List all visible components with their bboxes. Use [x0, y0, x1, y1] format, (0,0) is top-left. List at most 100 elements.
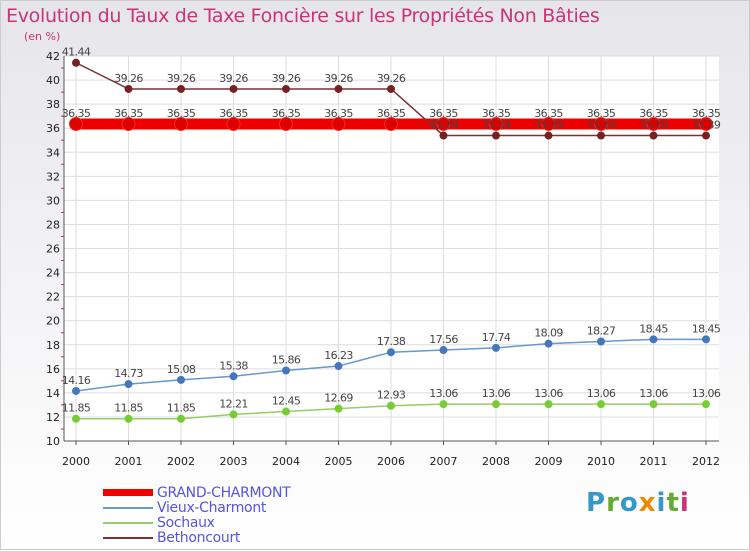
data-label-vieux-charmont: 18.09: [534, 327, 563, 340]
data-label-grand-charmont: 36.35: [587, 107, 616, 120]
series-bethoncourt: [72, 58, 710, 140]
data-label-grand-charmont: 36.35: [692, 107, 721, 120]
brand-letter: r: [606, 488, 620, 518]
data-point-sochaux: [649, 400, 658, 409]
x-tick-label: 2004: [272, 455, 300, 468]
data-label-grand-charmont: 36.35: [114, 107, 143, 120]
data-label-vieux-charmont: 18.45: [692, 322, 721, 335]
y-tick-label: 20: [46, 315, 60, 328]
y-tick-label: 22: [46, 291, 60, 304]
data-label-vieux-charmont: 16.23: [324, 349, 353, 362]
data-label-sochaux: 11.85: [62, 402, 91, 415]
data-point-bethoncourt: [124, 84, 133, 93]
data-label-sochaux: 13.06: [587, 387, 616, 400]
data-label-bethoncourt: 35.39: [587, 119, 616, 132]
data-label-vieux-charmont: 17.56: [429, 333, 458, 346]
data-point-grand-charmont: [594, 116, 608, 131]
y-tick-label: 34: [46, 146, 60, 159]
data-label-grand-charmont: 36.35: [639, 107, 668, 120]
axes: 10 12 14 16 18 20 22 24 26 28 30 32 34 36 38 40 42 2000 20…: [46, 50, 720, 468]
legend-label: Bethoncourt: [157, 530, 241, 546]
data-point-sochaux: [124, 414, 133, 423]
data-label-vieux-charmont: 14.16: [62, 374, 91, 387]
x-tick-label: 2008: [482, 455, 510, 468]
data-point-vieux-charmont: [124, 380, 133, 389]
y-tick-label: 14: [46, 387, 60, 400]
data-point-grand-charmont: [541, 116, 556, 131]
y-tick-label: 10: [46, 435, 60, 448]
data-label-bethoncourt: 35.39: [639, 119, 668, 132]
data-point-vieux-charmont: [387, 348, 395, 357]
data-label-sochaux: 11.85: [114, 402, 143, 415]
y-tick-label: 26: [46, 243, 60, 256]
data-point-grand-charmont: [174, 116, 188, 131]
data-label-sochaux: 12.21: [219, 397, 248, 410]
y-tick-label: 12: [46, 411, 60, 424]
data-point-bethoncourt: [387, 84, 395, 93]
data-label-grand-charmont: 36.35: [534, 107, 563, 120]
data-label-bethoncourt: 39.26: [272, 72, 301, 85]
data-labels-layer: 36.35 36.35 36.35 36.35 36.35 36.35 36.35 36.35…: [62, 46, 722, 415]
data-point-sochaux: [544, 400, 553, 409]
x-tick-label: 2002: [167, 455, 195, 468]
data-label-bethoncourt: 35.39: [482, 119, 511, 132]
x-tick-label: 2011: [640, 455, 668, 468]
data-point-bethoncourt: [439, 131, 448, 140]
data-point-grand-charmont: [226, 116, 241, 131]
data-label-bethoncourt: 39.26: [377, 72, 406, 85]
data-label-grand-charmont: 36.35: [429, 107, 458, 120]
y-tick-label: 32: [46, 170, 60, 183]
data-label-bethoncourt: 39.26: [324, 72, 353, 85]
data-label-bethoncourt: 35.39: [534, 119, 563, 132]
data-label-grand-charmont: 36.35: [482, 107, 511, 120]
data-label-grand-charmont: 36.35: [272, 107, 301, 120]
data-label-sochaux: 13.06: [429, 387, 458, 400]
data-point-bethoncourt: [492, 131, 500, 140]
data-label-grand-charmont: 36.35: [62, 107, 91, 120]
data-point-vieux-charmont: [177, 375, 185, 384]
brand-letter: x: [638, 488, 657, 518]
data-label-sochaux: 12.69: [324, 392, 353, 405]
data-label-grand-charmont: 36.35: [219, 107, 248, 120]
x-tick-label: 2005: [325, 455, 353, 468]
data-point-grand-charmont: [121, 116, 136, 131]
brand-letter: i: [656, 488, 667, 518]
y-axis-unit-label: (en %): [24, 30, 61, 43]
data-label-grand-charmont: 36.35: [167, 107, 196, 120]
data-point-sochaux: [492, 400, 500, 409]
data-label-bethoncourt: 41.44: [62, 46, 91, 59]
y-tick-label: 40: [46, 74, 60, 87]
legend-label: Vieux-Charmont: [157, 500, 267, 516]
legend-swatch: [103, 507, 153, 509]
brand-letter: i: [679, 488, 690, 518]
data-label-sochaux: 12.93: [377, 389, 406, 402]
series-grand-charmont: [69, 116, 713, 131]
data-label-vieux-charmont: 17.74: [482, 331, 511, 344]
data-point-vieux-charmont: [492, 343, 500, 352]
data-point-grand-charmont: [489, 116, 503, 131]
data-label-bethoncourt: 35.39: [692, 119, 721, 132]
data-label-vieux-charmont: 15.08: [167, 363, 196, 376]
data-label-bethoncourt: 39.26: [219, 72, 248, 85]
data-label-vieux-charmont: 18.45: [639, 322, 668, 335]
data-label-bethoncourt: 39.26: [167, 72, 196, 85]
brand-letter: t: [666, 488, 680, 518]
data-point-grand-charmont: [69, 116, 83, 131]
chart-title: Evolution du Taux de Taxe Foncière sur l…: [6, 5, 600, 27]
y-tick-label: 24: [46, 267, 60, 280]
x-tick-label: 2001: [115, 455, 143, 468]
legend-swatch: [103, 522, 153, 524]
x-tick-label: 2003: [220, 455, 248, 468]
series-layer: [69, 58, 713, 423]
data-point-bethoncourt: [334, 84, 343, 93]
data-point-sochaux: [334, 404, 343, 413]
data-point-bethoncourt: [702, 131, 710, 140]
data-point-bethoncourt: [282, 84, 290, 93]
data-label-vieux-charmont: 15.86: [272, 353, 301, 366]
data-point-grand-charmont: [279, 116, 293, 131]
data-point-sochaux: [282, 407, 290, 416]
data-label-vieux-charmont: 14.73: [114, 367, 143, 380]
data-point-vieux-charmont: [72, 386, 80, 395]
y-tick-label: 16: [46, 363, 60, 376]
data-point-sochaux: [387, 401, 395, 410]
